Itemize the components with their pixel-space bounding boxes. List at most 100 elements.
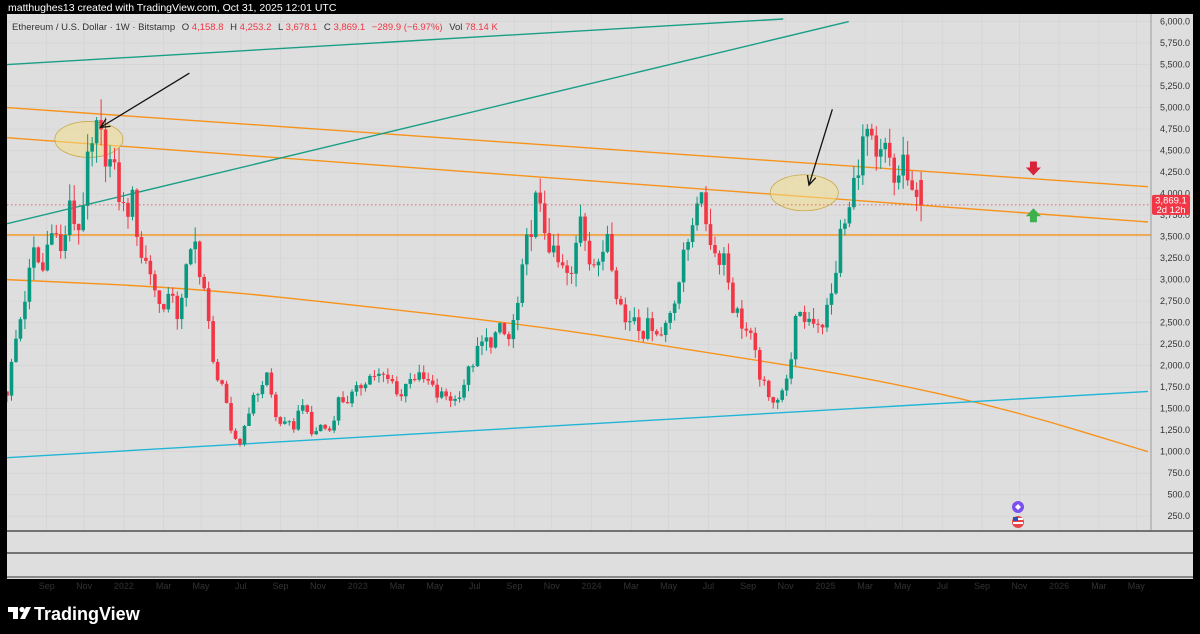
candle[interactable] — [601, 240, 605, 271]
candle[interactable] — [202, 274, 206, 291]
candle[interactable] — [188, 247, 193, 266]
candle[interactable] — [99, 99, 103, 146]
candle[interactable] — [632, 307, 637, 325]
candle[interactable] — [874, 126, 879, 171]
candle[interactable] — [583, 212, 587, 251]
candle[interactable] — [72, 185, 77, 231]
candle[interactable] — [108, 145, 112, 178]
candle[interactable] — [878, 138, 883, 169]
candle[interactable] — [381, 371, 386, 383]
candle[interactable] — [556, 233, 560, 268]
candle[interactable] — [538, 178, 543, 212]
candle[interactable] — [130, 186, 135, 221]
candle[interactable] — [274, 391, 278, 422]
time-axis[interactable]: Sep Nov 2022 Mar May Jul Sep Nov 2023 Mar May Jul Se… — [39, 581, 1146, 591]
candle[interactable] — [471, 363, 475, 373]
trendline-orange[interactable] — [7, 137, 1149, 223]
candle[interactable] — [305, 404, 310, 414]
candle[interactable] — [681, 242, 686, 292]
candle[interactable] — [574, 235, 578, 287]
candle[interactable] — [435, 378, 439, 403]
highlight-ellipse[interactable] — [769, 174, 839, 212]
candle[interactable] — [820, 323, 825, 335]
candle[interactable] — [708, 208, 713, 250]
candle[interactable] — [377, 368, 381, 383]
candle[interactable] — [726, 243, 731, 290]
candle[interactable] — [408, 372, 413, 389]
candle[interactable] — [722, 247, 726, 276]
candle[interactable] — [363, 382, 368, 392]
candle[interactable] — [103, 117, 108, 183]
candle[interactable] — [533, 190, 538, 239]
candle[interactable] — [139, 231, 144, 264]
candle[interactable] — [166, 287, 171, 313]
candle[interactable] — [193, 227, 197, 264]
candle[interactable] — [354, 381, 359, 397]
candle[interactable] — [260, 381, 265, 399]
candle[interactable] — [14, 329, 18, 363]
candle[interactable] — [36, 246, 41, 264]
candle[interactable] — [309, 405, 314, 437]
candle[interactable] — [386, 368, 390, 384]
candle[interactable] — [256, 392, 260, 402]
candle[interactable] — [753, 327, 758, 358]
candle[interactable] — [184, 263, 189, 307]
candle[interactable] — [144, 245, 148, 264]
candle[interactable] — [645, 307, 650, 341]
candle[interactable] — [757, 347, 762, 387]
candle[interactable] — [283, 416, 287, 425]
trendline-teal[interactable] — [7, 18, 784, 66]
candle[interactable] — [686, 238, 690, 261]
candle[interactable] — [430, 374, 435, 387]
candle[interactable] — [368, 373, 372, 386]
candle[interactable] — [668, 310, 672, 330]
candle[interactable] — [762, 376, 767, 386]
candle[interactable] — [135, 188, 139, 246]
candle[interactable] — [587, 231, 592, 271]
candle[interactable] — [542, 190, 547, 240]
annotation-arrow[interactable] — [806, 109, 833, 187]
candle[interactable] — [179, 293, 184, 330]
candle[interactable] — [838, 219, 843, 277]
candle[interactable] — [233, 428, 238, 441]
candle[interactable] — [32, 236, 36, 281]
candle[interactable] — [766, 379, 771, 401]
candle[interactable] — [870, 123, 874, 140]
candle[interactable] — [278, 416, 283, 427]
candle[interactable] — [735, 306, 740, 318]
candle[interactable] — [336, 396, 341, 426]
candle[interactable] — [605, 225, 610, 254]
candle[interactable] — [148, 255, 153, 285]
candle[interactable] — [215, 358, 220, 382]
candle[interactable] — [829, 283, 834, 315]
candle[interactable] — [825, 298, 829, 332]
candle[interactable] — [843, 218, 847, 236]
candle[interactable] — [798, 311, 802, 317]
candle[interactable] — [18, 317, 23, 342]
candle[interactable] — [749, 327, 753, 340]
candle[interactable] — [578, 204, 583, 247]
candle[interactable] — [421, 365, 426, 383]
candle[interactable] — [507, 331, 511, 347]
candle[interactable] — [610, 222, 614, 273]
candle[interactable] — [641, 330, 646, 342]
candle[interactable] — [238, 437, 242, 447]
candle[interactable] — [94, 117, 99, 163]
tradingview-logo[interactable]: TradingView — [8, 604, 141, 624]
candle[interactable] — [58, 224, 63, 259]
candle[interactable] — [717, 250, 722, 275]
candle[interactable] — [9, 358, 14, 401]
candle[interactable] — [63, 225, 68, 259]
candle[interactable] — [242, 424, 247, 447]
candle[interactable] — [117, 148, 121, 211]
candle[interactable] — [224, 380, 229, 404]
candle[interactable] — [287, 420, 292, 426]
candle[interactable] — [85, 134, 90, 220]
candle[interactable] — [493, 331, 498, 349]
candle[interactable] — [484, 328, 489, 351]
candle[interactable] — [744, 322, 749, 337]
candle[interactable] — [677, 281, 681, 310]
candle[interactable] — [560, 254, 565, 269]
candle[interactable] — [27, 258, 32, 310]
